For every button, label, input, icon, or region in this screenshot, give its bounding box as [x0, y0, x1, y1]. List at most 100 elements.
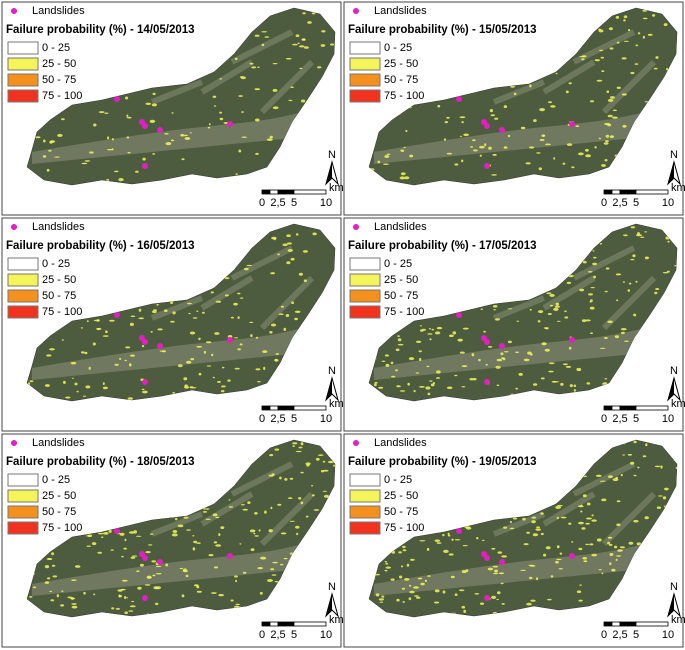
susceptible-cell	[381, 595, 385, 598]
legend-landslide-symbol	[353, 8, 359, 14]
scale-label: 2,5	[612, 197, 627, 209]
susceptible-cell	[235, 579, 238, 583]
susceptible-cell	[271, 574, 277, 576]
scale-label: 2,5	[612, 629, 627, 641]
susceptible-cell	[541, 342, 547, 346]
terrain	[369, 440, 677, 617]
susceptible-cell	[80, 327, 84, 329]
susceptible-cell	[555, 505, 561, 509]
susceptible-cell	[581, 527, 586, 530]
susceptible-cell	[130, 354, 135, 357]
susceptible-cell	[111, 148, 114, 151]
susceptible-cell	[579, 584, 583, 586]
susceptible-cell	[277, 253, 280, 256]
susceptible-cell	[554, 305, 560, 308]
susceptible-cell	[139, 563, 144, 567]
susceptible-cell	[269, 331, 273, 334]
susceptible-cell	[124, 611, 128, 614]
susceptible-cell	[317, 66, 322, 69]
susceptible-cell	[268, 529, 273, 533]
susceptible-cell	[311, 494, 315, 497]
susceptible-cell	[623, 15, 628, 19]
ridges	[492, 461, 657, 547]
susceptible-cell	[254, 512, 258, 515]
susceptible-cell	[255, 152, 259, 155]
susceptible-cell	[96, 327, 102, 330]
susceptible-cell	[285, 314, 290, 317]
susceptible-cell	[551, 380, 557, 383]
susceptible-cell	[390, 578, 395, 581]
susceptible-cell	[323, 469, 329, 472]
susceptible-cell	[183, 568, 187, 572]
susceptible-cell	[297, 42, 300, 45]
susceptible-cell	[312, 232, 317, 236]
susceptible-cell	[609, 96, 615, 99]
susceptible-cell	[600, 56, 604, 59]
valley	[32, 112, 302, 164]
susceptible-cell	[536, 152, 541, 154]
susceptible-cell	[398, 551, 402, 554]
legend-label: 0 - 25	[384, 42, 412, 54]
susceptible-cell	[491, 174, 497, 176]
susceptible-cell	[540, 377, 545, 380]
susceptible-cell	[559, 552, 563, 555]
susceptible-cell	[234, 57, 238, 61]
susceptible-cell	[273, 237, 276, 241]
susceptible-cell	[555, 72, 558, 75]
susceptible-cell	[616, 555, 622, 557]
susceptible-cell	[578, 521, 584, 525]
susceptible-cell	[537, 320, 541, 323]
susceptible-cell	[102, 335, 109, 337]
legend-swatch	[7, 89, 39, 103]
scale-segment	[635, 189, 669, 195]
susceptible-cell	[49, 140, 53, 144]
susceptible-cell	[459, 116, 466, 119]
susceptible-cell	[211, 353, 214, 357]
susceptible-cell	[131, 555, 138, 557]
susceptible-cell	[605, 267, 610, 270]
scale-label: 10	[662, 413, 674, 425]
susceptible-cell	[282, 243, 288, 247]
susceptible-cell	[457, 338, 463, 342]
susceptible-cell	[443, 549, 449, 553]
susceptible-cell	[124, 538, 127, 542]
susceptible-cell	[235, 603, 240, 606]
susceptible-cell	[260, 556, 267, 560]
susceptible-cell	[424, 579, 428, 583]
scale-segment	[261, 189, 271, 195]
susceptible-cell	[604, 378, 608, 380]
susceptible-cell	[244, 267, 249, 271]
susceptible-cell	[522, 517, 526, 521]
susceptible-cell	[280, 532, 287, 535]
susceptible-cell	[566, 281, 572, 285]
susceptible-cell	[61, 590, 64, 593]
susceptible-cell	[436, 326, 443, 330]
susceptible-cell	[461, 570, 467, 574]
susceptible-cell	[137, 586, 142, 590]
susceptible-cell	[151, 103, 157, 107]
susceptible-cell	[259, 591, 263, 595]
susceptible-cell	[152, 310, 157, 314]
susceptible-cell	[97, 551, 102, 554]
susceptible-cell	[129, 605, 136, 608]
susceptible-cell	[219, 78, 223, 80]
susceptible-cell	[580, 510, 583, 513]
susceptible-cell	[604, 159, 608, 162]
susceptible-cell	[586, 517, 592, 520]
susceptible-cell	[525, 162, 531, 165]
susceptible-cell	[183, 516, 189, 519]
susceptible-cell	[224, 294, 229, 297]
susceptible-cell	[224, 277, 230, 280]
scale-segment	[261, 621, 271, 627]
susceptible-cell	[141, 345, 145, 348]
susceptible-cell	[502, 357, 506, 361]
legend-label: 75 - 100	[42, 522, 82, 534]
susceptible-cell	[493, 572, 499, 575]
susceptible-cell	[642, 9, 647, 12]
susceptible-cell	[420, 582, 425, 586]
susceptible-cell	[543, 327, 549, 329]
susceptible-cell	[295, 525, 300, 529]
susceptible-cell	[174, 517, 178, 521]
susceptible-cell	[601, 498, 607, 502]
susceptible-cell	[136, 570, 140, 573]
